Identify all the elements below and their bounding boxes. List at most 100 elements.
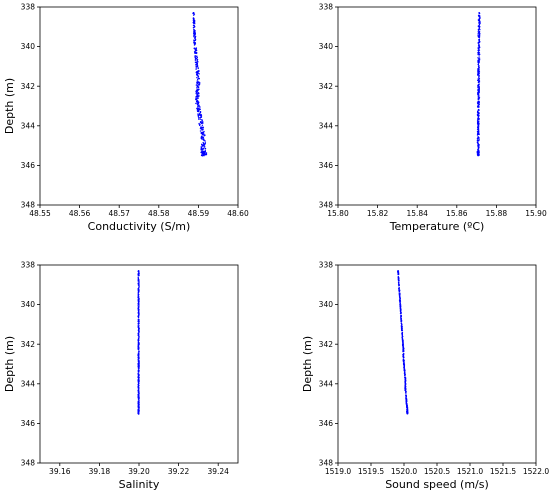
data-point — [193, 35, 195, 38]
y-axis-title: Depth (m) — [3, 78, 16, 134]
data-point — [192, 24, 195, 27]
data-point — [478, 39, 480, 41]
data-point — [138, 413, 140, 415]
data-point — [404, 377, 407, 380]
data-point — [397, 270, 399, 273]
x-tick-label: 1520.5 — [424, 467, 450, 476]
data-point — [476, 137, 479, 140]
data-point — [194, 38, 196, 40]
data-point — [205, 153, 208, 156]
data-point — [404, 376, 407, 378]
data-point — [405, 392, 407, 394]
data-point — [398, 290, 401, 293]
y-tick-label: 348 — [21, 201, 36, 210]
data-point — [196, 86, 198, 88]
data-point — [477, 136, 479, 138]
data-point — [200, 126, 202, 128]
data-point — [203, 135, 205, 137]
data-point — [477, 47, 480, 49]
data-point — [477, 98, 480, 100]
data-point — [406, 404, 408, 407]
data-point — [477, 106, 479, 108]
data-point — [138, 333, 140, 336]
data-point — [137, 294, 140, 297]
data-point — [478, 81, 481, 83]
data-point — [137, 278, 140, 281]
data-point — [403, 361, 405, 364]
data-point — [477, 74, 480, 76]
y-tick-label: 340 — [21, 300, 36, 309]
data-point — [197, 103, 199, 106]
data-series — [137, 270, 140, 415]
data-point — [400, 317, 402, 319]
data-point — [478, 27, 481, 29]
data-point — [198, 92, 200, 94]
x-tick-label: 15.84 — [406, 209, 428, 218]
data-point — [478, 66, 480, 69]
data-point — [196, 65, 199, 68]
data-point — [476, 128, 479, 131]
data-point — [476, 102, 479, 104]
data-point — [196, 76, 198, 79]
data-point — [199, 108, 201, 110]
data-point — [137, 384, 140, 386]
data-point — [478, 59, 481, 61]
data-point — [137, 276, 139, 278]
data-point — [197, 108, 199, 110]
y-tick-label: 342 — [319, 340, 334, 349]
data-point — [477, 92, 480, 95]
data-point — [195, 52, 198, 55]
data-point — [138, 308, 140, 311]
data-point — [138, 303, 140, 305]
y-tick-label: 344 — [319, 379, 334, 388]
data-point — [404, 373, 406, 376]
data-point — [401, 337, 404, 340]
data-point — [194, 52, 197, 54]
data-point — [405, 402, 408, 404]
data-point — [137, 359, 139, 361]
y-tick-label: 348 — [21, 459, 36, 468]
data-point — [478, 55, 480, 57]
data-point — [138, 341, 140, 344]
data-point — [194, 49, 197, 52]
data-point — [197, 114, 199, 117]
x-axis-title: Salinity — [119, 478, 160, 491]
data-point — [137, 316, 140, 318]
data-point — [477, 124, 479, 126]
x-tick-label: 48.59 — [188, 209, 210, 218]
data-point — [137, 373, 140, 376]
data-point — [194, 60, 197, 62]
data-point — [203, 143, 205, 145]
data-point — [201, 122, 203, 125]
chart-panel-2: 15.80 15.82 15.84 15.86 15.88 15.90 338 340 342 3… — [319, 3, 547, 233]
data-point — [400, 327, 403, 329]
data-point — [397, 273, 400, 275]
data-point — [401, 329, 403, 332]
y-tick-label: 342 — [319, 82, 334, 91]
data-point — [198, 77, 200, 80]
data-point — [196, 88, 198, 90]
data-point — [195, 49, 198, 52]
y-tick-label: 346 — [319, 161, 334, 170]
x-tick-label: 1520.0 — [391, 467, 417, 476]
data-point — [398, 279, 400, 282]
x-tick-label: 48.60 — [227, 209, 249, 218]
data-point — [405, 395, 407, 397]
data-point — [478, 22, 480, 24]
data-point — [405, 399, 408, 401]
data-point — [399, 302, 402, 305]
data-point — [197, 97, 199, 99]
data-point — [195, 65, 197, 68]
data-point — [138, 289, 140, 292]
data-point — [478, 34, 481, 37]
data-point — [478, 36, 481, 38]
data-point — [478, 87, 480, 90]
data-point — [137, 287, 140, 290]
data-point — [398, 287, 400, 289]
data-series — [476, 12, 481, 157]
y-tick-label: 342 — [21, 340, 36, 349]
data-point — [196, 58, 199, 61]
data-point — [399, 301, 402, 303]
data-point — [195, 95, 198, 98]
data-point — [137, 409, 139, 411]
